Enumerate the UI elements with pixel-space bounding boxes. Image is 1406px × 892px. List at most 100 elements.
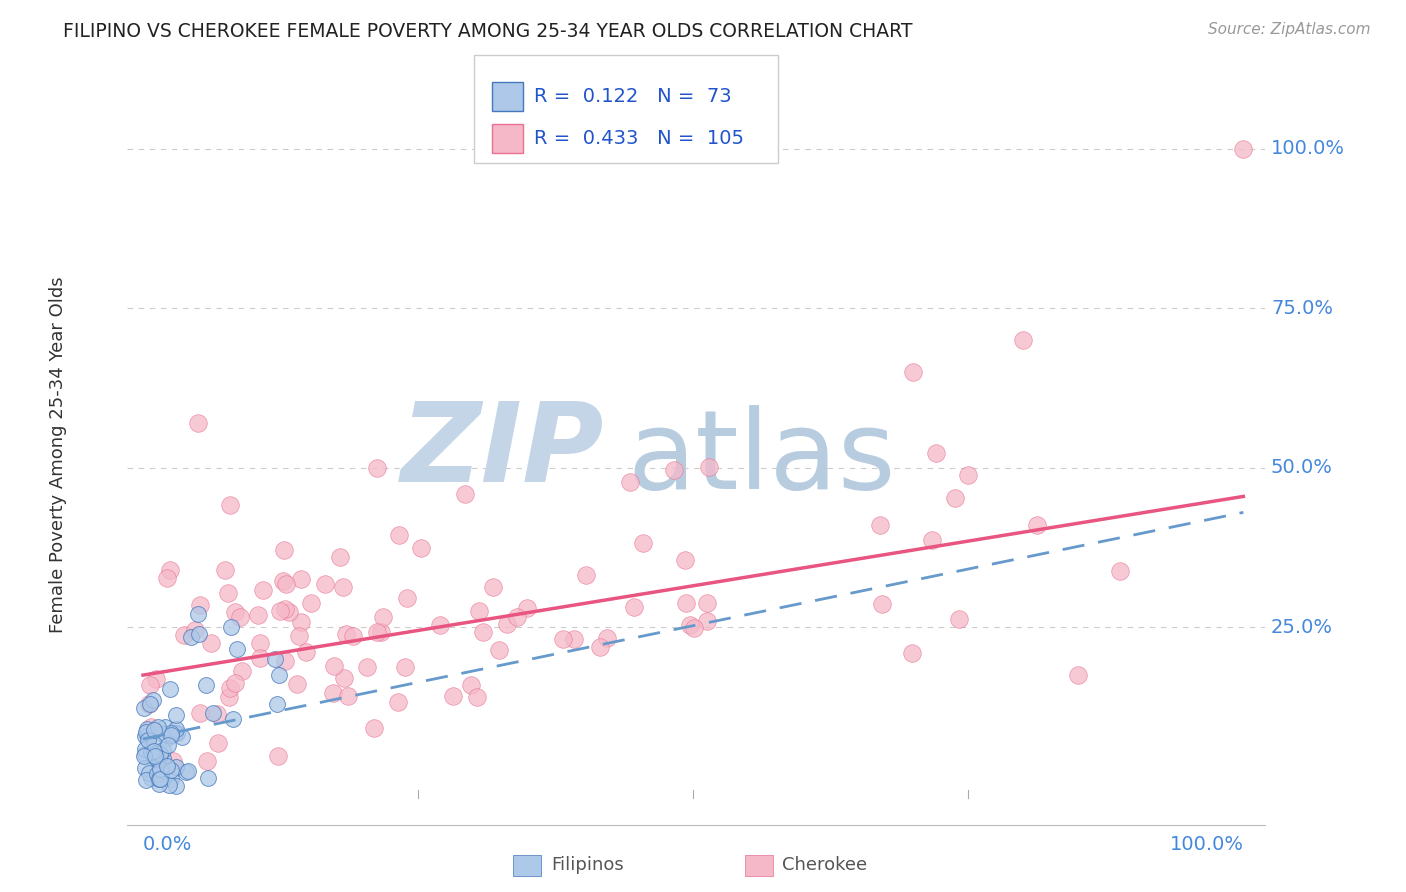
Point <box>165 779 187 793</box>
Point <box>146 767 169 781</box>
Point <box>146 764 169 779</box>
Point <box>589 640 612 654</box>
Point <box>675 596 697 610</box>
Text: atlas: atlas <box>627 405 896 512</box>
Point <box>222 712 245 726</box>
Point <box>562 632 585 647</box>
Point <box>165 760 187 774</box>
Point <box>195 678 218 692</box>
Point <box>387 696 409 710</box>
Point <box>138 697 160 711</box>
Point <box>156 731 179 745</box>
Point <box>145 748 167 763</box>
Point <box>336 689 359 703</box>
Text: Source: ZipAtlas.com: Source: ZipAtlas.com <box>1208 22 1371 37</box>
Text: 75.0%: 75.0% <box>1271 299 1333 318</box>
Point <box>134 742 156 756</box>
Point <box>366 461 388 475</box>
Point <box>188 627 211 641</box>
Point <box>266 697 288 711</box>
Point <box>165 707 187 722</box>
Point <box>219 498 242 512</box>
Text: 100.0%: 100.0% <box>1170 835 1243 854</box>
Point <box>142 692 165 706</box>
Point <box>551 632 574 647</box>
Point <box>231 664 253 678</box>
Point <box>156 759 179 773</box>
Point <box>342 629 364 643</box>
Point <box>273 542 295 557</box>
Point <box>214 563 236 577</box>
Point <box>156 571 179 585</box>
Point <box>290 572 312 586</box>
Point <box>575 568 598 582</box>
Point <box>371 610 394 624</box>
Point <box>596 631 619 645</box>
Point <box>948 612 970 626</box>
Point <box>139 678 162 692</box>
Point <box>249 635 271 649</box>
Point <box>135 724 157 739</box>
Point <box>177 764 200 778</box>
Point <box>134 761 156 775</box>
Point <box>136 733 159 747</box>
Point <box>869 518 891 533</box>
Point <box>148 772 170 786</box>
Point <box>395 591 418 606</box>
Point <box>1026 518 1049 533</box>
Point <box>142 748 165 763</box>
Point <box>506 610 529 624</box>
Point <box>162 754 184 768</box>
Point <box>921 533 943 547</box>
Text: Female Poverty Among 25-34 Year Olds: Female Poverty Among 25-34 Year Olds <box>49 277 67 633</box>
Point <box>274 654 297 668</box>
Point <box>472 625 495 640</box>
Point <box>136 730 159 744</box>
Point <box>411 541 433 556</box>
Point <box>267 749 290 764</box>
Point <box>696 614 718 628</box>
Point <box>673 553 696 567</box>
Point <box>184 623 207 637</box>
Point <box>180 630 202 644</box>
Point <box>132 701 155 715</box>
Point <box>662 462 685 476</box>
Point <box>943 491 966 506</box>
Point <box>195 754 218 768</box>
Point <box>142 744 165 758</box>
Point <box>153 721 176 735</box>
Text: 50.0%: 50.0% <box>1271 458 1333 477</box>
Point <box>957 467 980 482</box>
Text: 100.0%: 100.0% <box>1271 139 1346 158</box>
Point <box>159 772 181 787</box>
Point <box>165 722 187 736</box>
Point <box>903 365 925 379</box>
Point <box>332 580 354 594</box>
Point <box>138 697 160 711</box>
Point <box>322 686 344 700</box>
Point <box>160 728 183 742</box>
Point <box>468 604 491 618</box>
Point <box>197 772 219 786</box>
Point <box>142 723 165 737</box>
Point <box>219 620 242 634</box>
Point <box>453 487 475 501</box>
Point <box>152 743 174 757</box>
Point <box>159 763 181 777</box>
Point <box>224 676 246 690</box>
Text: 25.0%: 25.0% <box>1271 618 1333 637</box>
Point <box>631 535 654 549</box>
Point <box>141 720 163 734</box>
Point <box>246 607 269 622</box>
Point <box>143 737 166 751</box>
Point <box>148 772 170 786</box>
Point <box>146 720 169 734</box>
Point <box>148 777 170 791</box>
Point <box>159 681 181 696</box>
Point <box>138 766 160 780</box>
Point <box>188 706 211 720</box>
Point <box>249 650 271 665</box>
Point <box>273 602 295 616</box>
Text: 0.0%: 0.0% <box>143 835 193 854</box>
Point <box>314 577 336 591</box>
